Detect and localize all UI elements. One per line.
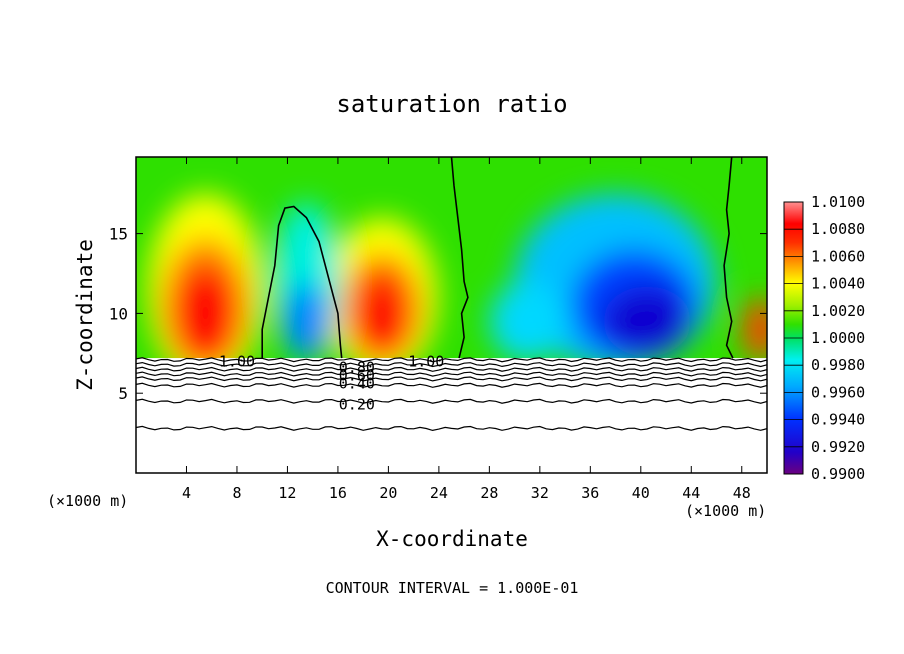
field-region	[175, 265, 236, 362]
contour-line	[136, 398, 767, 404]
colorbar-label: 1.0100	[811, 193, 865, 211]
contour-label: 1.00	[408, 352, 444, 370]
x-tick-label: 44	[682, 484, 700, 502]
field-region	[602, 286, 692, 357]
x-tick-label: 36	[581, 484, 599, 502]
colorbar: 1.0100 1.0080 1.0060 1.0040 1.0020 1.0000 0.99…	[783, 193, 865, 483]
colorbar-label: 0.9900	[811, 465, 865, 483]
y-tick-label: 15	[109, 225, 128, 244]
x-tick-label: 40	[632, 484, 650, 502]
x-tick-label: 24	[430, 484, 448, 502]
x-unit-right: (×1000 m)	[685, 502, 766, 520]
colorbar-label: 1.0000	[811, 329, 865, 347]
x-tick-label: 20	[379, 484, 397, 502]
contour-label: 0.60	[339, 367, 375, 385]
contour-label: 1.00	[219, 352, 255, 370]
field-region	[743, 297, 767, 362]
contour-label: 0.20	[339, 395, 375, 413]
y-tick-label: 5	[118, 384, 128, 403]
x-tick-label: 8	[232, 484, 241, 502]
colorbar-label: 1.0040	[811, 275, 865, 293]
contour-line	[136, 425, 767, 432]
colorbar-label: 0.9920	[811, 438, 865, 456]
x-axis-label: X-coordinate	[376, 527, 528, 551]
x-tick-label: 32	[531, 484, 549, 502]
x-tick-label: 4	[182, 484, 191, 502]
plot-frame	[135, 156, 768, 474]
subcloud-region	[136, 358, 767, 473]
plot-area	[136, 157, 767, 473]
contour-line	[136, 382, 767, 388]
unity-contour	[261, 205, 343, 359]
x-tick-label: 48	[733, 484, 751, 502]
contour-line	[136, 357, 767, 363]
unity-contour	[723, 157, 734, 359]
contour-label: 0.40	[339, 375, 375, 393]
contour-line	[136, 371, 767, 377]
field-region	[489, 281, 566, 362]
y-tick-label: 10	[109, 304, 128, 323]
colorbar-label: 1.0060	[811, 247, 865, 265]
colorbar-label: 0.9940	[811, 411, 865, 429]
x-tick-label: 16	[329, 484, 347, 502]
contour-line	[136, 376, 767, 382]
contour-line	[136, 361, 767, 368]
colorbar-label: 0.9960	[811, 383, 865, 401]
contour-line	[136, 366, 767, 372]
x-tick-label: 12	[278, 484, 296, 502]
field-region	[356, 278, 408, 355]
x-unit-left: (×1000 m)	[47, 492, 128, 510]
chart-title: saturation ratio	[336, 90, 567, 118]
unity-contour	[450, 157, 469, 359]
colorbar-label: 0.9980	[811, 356, 865, 374]
field-region	[283, 283, 330, 360]
colorbar-label: 1.0080	[811, 220, 865, 238]
y-axis-label: Z-coordinate	[73, 239, 97, 391]
contour-label: 0.80	[339, 359, 375, 377]
colorbar-label: 1.0020	[811, 302, 865, 320]
x-tick-label: 28	[480, 484, 498, 502]
contour-interval-footer: CONTOUR INTERVAL = 1.000E-01	[326, 579, 579, 597]
